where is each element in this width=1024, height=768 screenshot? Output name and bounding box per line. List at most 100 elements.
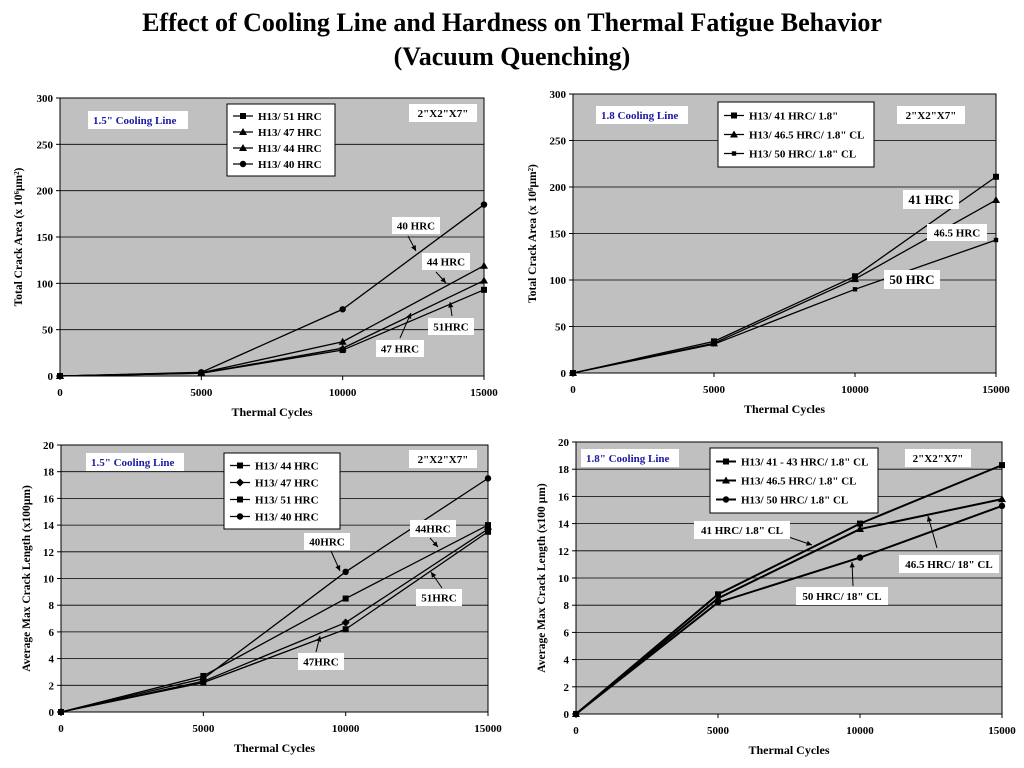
legend-entry: H13/ 41 - 43 HRC/ 1.8" CL <box>741 457 868 469</box>
x-tick-label: 0 <box>58 723 64 735</box>
annotation-box <box>416 589 462 606</box>
series-line <box>59 204 485 377</box>
y-tick-label: 0 <box>49 707 55 719</box>
y-tick-label: 16 <box>43 493 55 505</box>
x-tick-label: 5000 <box>707 725 730 737</box>
y-tick-label: 100 <box>550 275 567 287</box>
legend-entry: H13/ 51 HRC <box>255 495 319 507</box>
y-tick-label: 50 <box>555 322 567 334</box>
annotation-label: 41 HRC/ 1.8" CL <box>701 525 783 537</box>
annotation-box <box>903 190 959 209</box>
x-tick-label: 15000 <box>474 723 502 735</box>
data-point <box>856 554 864 561</box>
y-tick-label: 300 <box>37 93 54 105</box>
annotation-label: 47HRC <box>303 657 339 669</box>
x-tick-label: 0 <box>57 387 63 399</box>
specimen-size-label-box <box>409 450 477 468</box>
y-tick-label: 20 <box>43 440 55 452</box>
page-title: Effect of Cooling Line and Hardness on T… <box>142 8 882 37</box>
annotation-label: 41 HRC <box>908 192 953 207</box>
y-tick-label: 50 <box>42 325 54 337</box>
series-line <box>60 528 489 713</box>
legend-marker <box>236 478 244 487</box>
annotation-arrowhead <box>316 636 322 642</box>
annotation-arrowhead <box>849 562 855 568</box>
cooling-line-label-box <box>596 106 688 124</box>
data-point <box>992 196 1000 204</box>
legend-marker <box>731 112 737 119</box>
data-point <box>484 475 492 482</box>
legend-marker <box>240 113 246 119</box>
y-tick-label: 6 <box>49 627 55 639</box>
y-tick-label: 18 <box>43 467 55 479</box>
specimen-size-label-box <box>409 104 477 122</box>
annotation-box <box>694 521 790 539</box>
y-tick-label: 0 <box>561 368 567 380</box>
legend-marker <box>722 476 730 484</box>
annotation-arrowhead <box>335 565 341 571</box>
annotation-label: 44HRC <box>415 524 451 536</box>
y-tick-label: 300 <box>550 89 567 101</box>
annotation-arrowhead <box>406 313 412 319</box>
x-tick-label: 15000 <box>982 384 1010 396</box>
x-tick-label: 5000 <box>192 723 215 735</box>
x-axis-label: Thermal Cycles <box>234 741 315 755</box>
data-point <box>998 502 1006 510</box>
series-line <box>572 239 997 374</box>
y-axis-label: Average Max Crack Length (x100 µm) <box>536 483 548 673</box>
y-tick-label: 0 <box>564 709 570 721</box>
y-tick-label: 250 <box>550 136 567 148</box>
legend-marker <box>731 151 737 156</box>
legend-marker <box>239 128 247 135</box>
data-point <box>851 275 859 283</box>
data-point <box>993 237 999 243</box>
series-line <box>60 524 489 713</box>
annotation-box <box>410 520 456 537</box>
x-tick-label: 10000 <box>329 387 357 399</box>
legend-marker <box>730 130 738 138</box>
y-tick-label: 8 <box>49 600 55 612</box>
y-tick-label: 6 <box>564 627 570 639</box>
y-tick-label: 20 <box>558 437 570 449</box>
legend-entry: H13/ 41 HRC/ 1.8" <box>749 111 838 123</box>
annotation-box <box>392 217 440 234</box>
legend-entry: H13/ 50 HRC/ 1.8" CL <box>741 495 848 507</box>
annotation-arrowhead <box>432 541 438 547</box>
y-tick-label: 10 <box>558 573 570 585</box>
x-tick-label: 10000 <box>841 384 869 396</box>
data-point <box>711 341 717 347</box>
legend-marker <box>237 462 243 469</box>
cooling-line-label-box <box>86 453 184 471</box>
legend-entry: H13/ 51 HRC <box>258 111 322 123</box>
legend-entry: H13/ 47 HRC <box>255 478 319 490</box>
data-point <box>485 528 491 535</box>
data-point <box>714 599 722 606</box>
annotation-arrowhead <box>926 516 932 522</box>
annotation-arrowhead <box>431 572 437 578</box>
legend-marker <box>239 144 247 151</box>
specimen-size-label: 2"X2"X7" <box>906 110 957 122</box>
annotation-label: 47 HRC <box>381 344 419 356</box>
y-tick-label: 100 <box>37 278 54 290</box>
data-point <box>480 276 488 284</box>
annotation-box <box>796 587 888 605</box>
data-point <box>56 372 64 380</box>
series-line <box>575 464 1003 715</box>
data-point <box>715 591 721 598</box>
specimen-size-label: 2"X2"X7" <box>418 454 469 466</box>
y-tick-label: 8 <box>564 600 570 612</box>
data-point <box>481 286 487 293</box>
x-axis-label: Thermal Cycles <box>232 405 313 419</box>
annotation-label: 50 HRC <box>889 272 934 287</box>
annotation-box <box>884 270 940 289</box>
series-line <box>575 498 1003 715</box>
specimen-size-label-box <box>897 106 965 124</box>
y-tick-label: 14 <box>43 520 55 532</box>
data-point <box>714 594 722 602</box>
data-point <box>852 287 858 292</box>
x-tick-label: 15000 <box>470 387 498 399</box>
legend-marker <box>722 496 730 503</box>
series-line <box>60 531 489 713</box>
legend-entry: H13/ 44 HRC <box>258 143 322 155</box>
